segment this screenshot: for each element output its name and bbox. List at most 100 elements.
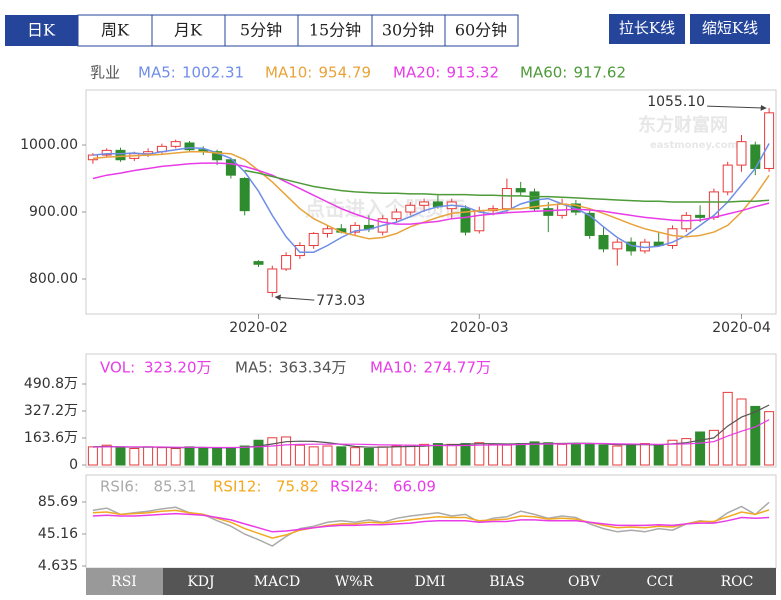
legend-value: 85.31 [154, 478, 197, 496]
legend-value: 363.34万 [279, 359, 347, 377]
volume-bar [515, 443, 526, 466]
legend-value: 323.20万 [144, 359, 212, 377]
candle-body [115, 149, 126, 161]
volume-bar [129, 447, 140, 466]
legend-name: RSI12: [213, 478, 262, 496]
indicator-tab[interactable]: CCI [647, 574, 674, 590]
button-bg[interactable] [690, 14, 770, 44]
annotation-arrow [274, 294, 315, 301]
y-tick-label: 0 [69, 457, 78, 473]
y-tick-label: 163.6万 [24, 430, 78, 446]
annotation-label: 1055.10 [647, 94, 705, 110]
candle-body [350, 224, 361, 233]
volume-bar [446, 443, 457, 466]
volume-bar [419, 443, 430, 466]
zoom-buttons: 拉长K线 缩短K线 [609, 14, 770, 44]
candle-body [543, 208, 554, 216]
tab[interactable]: 5分钟 [240, 21, 282, 40]
candle-body [598, 234, 609, 250]
volume-bar [529, 441, 540, 466]
indicator-tab[interactable]: DMI [414, 574, 445, 590]
volume-bar [405, 444, 416, 466]
candle-body [612, 241, 623, 250]
volume-bar [639, 443, 650, 466]
candle-body [750, 144, 761, 169]
volume-bar [501, 444, 512, 466]
volume-bar [695, 431, 706, 466]
tab-active[interactable] [5, 15, 78, 46]
indicator-line [92, 150, 770, 240]
indicator-tab[interactable]: ROC [721, 574, 754, 590]
y-tick-label: 85.69 [38, 494, 78, 510]
candle-body [239, 178, 250, 212]
volume-bar [212, 447, 223, 466]
tab[interactable]: 日K [27, 21, 56, 40]
y-tick-label: 45.16 [38, 526, 78, 542]
volume-bar [584, 443, 595, 466]
candle-body [681, 214, 692, 230]
volume-bar [143, 446, 154, 466]
y-tick-label: 490.8万 [24, 376, 78, 392]
indicator-tab[interactable]: BIAS [489, 574, 525, 590]
legend-value: 917.62 [574, 64, 627, 82]
indicator-tab[interactable]: OBV [568, 574, 601, 590]
legend-value: 75.82 [276, 478, 319, 496]
candle-body [584, 212, 595, 236]
candle-body [281, 255, 292, 270]
indicator-line [92, 501, 770, 547]
volume-bar [432, 443, 443, 466]
volume-bar [612, 445, 623, 466]
candle-body [225, 159, 236, 176]
volume-bar [570, 443, 581, 466]
candle-body [764, 112, 775, 169]
period-tabs: 日K 周K 月K 5分钟 15分钟 30分钟 60分钟 [5, 14, 519, 47]
candle-body [501, 188, 512, 210]
candle-body [308, 232, 319, 247]
volume-bar [598, 444, 609, 466]
volume-bar [764, 411, 775, 466]
indicator-tab[interactable]: RSI [111, 574, 137, 590]
candle-body [460, 208, 471, 233]
volume-bar [708, 429, 719, 466]
candle-body [322, 228, 333, 234]
tab[interactable]: 周K [101, 21, 130, 40]
indicator-tab[interactable]: W%R [335, 574, 374, 590]
button[interactable]: 拉长K线 [619, 19, 675, 37]
legend-name: MA60: [520, 64, 567, 82]
indicator-tab[interactable]: KDJ [187, 574, 214, 590]
indicator-active[interactable] [86, 568, 163, 595]
candle-body [184, 142, 195, 151]
candle-body [267, 268, 278, 293]
indicator-line [92, 419, 770, 449]
volume-bar [198, 447, 209, 466]
volume-bar [115, 447, 126, 466]
volume-bar [557, 443, 568, 466]
candle-body [101, 149, 112, 156]
tab[interactable]: 15分钟 [309, 21, 361, 40]
candle-body [253, 261, 264, 265]
volume-bar [294, 444, 305, 466]
button-bg[interactable] [609, 14, 685, 44]
candle-body [294, 245, 305, 257]
volume-bar [667, 439, 678, 466]
legend-name: MA5: [235, 359, 273, 377]
tab[interactable]: 60分钟 [455, 21, 507, 40]
volume-bar [363, 447, 374, 466]
volume-bar [253, 439, 264, 466]
tab[interactable]: 月K [174, 21, 203, 40]
legend-name: MA5: [138, 64, 176, 82]
indicator-line [92, 143, 770, 253]
indicator-bar [86, 568, 776, 595]
x-tick-label: 2020-04 [712, 320, 771, 336]
tab[interactable]: 30分钟 [382, 21, 434, 40]
legend-value: 954.79 [319, 64, 372, 82]
indicator-tab[interactable]: MACD [254, 574, 300, 590]
y-tick-label: 4.635 [38, 558, 78, 574]
volume-bar [322, 445, 333, 466]
candle-body [419, 201, 430, 206]
volume-bar [156, 447, 167, 466]
y-tick-label: 327.2万 [24, 403, 78, 419]
volume-bar [681, 438, 692, 466]
button[interactable]: 缩短K线 [702, 19, 758, 37]
